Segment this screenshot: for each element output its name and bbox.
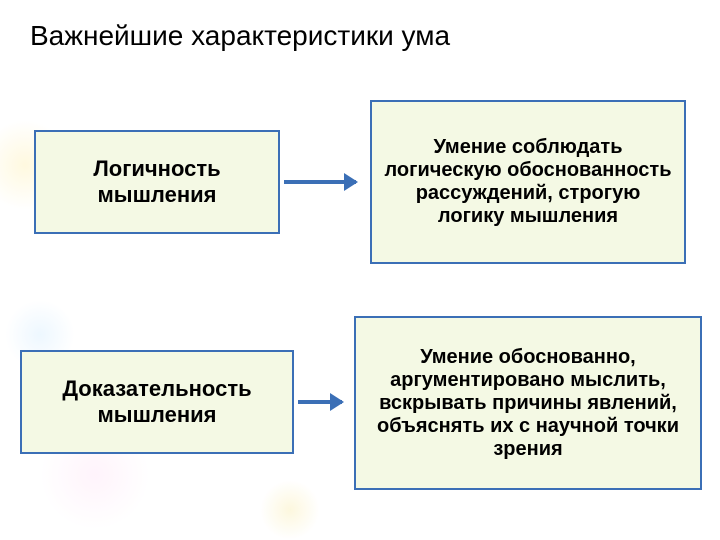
decor-balloon-yellow-2 xyxy=(260,480,320,540)
box-provability-definition: Умение обоснованно, аргументировано мысл… xyxy=(354,316,702,490)
arrow-provability xyxy=(298,400,342,404)
box-provability: Доказательность мышления xyxy=(20,350,294,454)
box-logicality-definition-label: Умение соблюдать логическую обоснованнос… xyxy=(380,136,676,228)
box-provability-label: Доказательность мышления xyxy=(30,376,284,428)
box-logicality: Логичность мышления xyxy=(34,130,280,234)
arrow-logicality xyxy=(284,180,356,184)
box-logicality-definition: Умение соблюдать логическую обоснованнос… xyxy=(370,100,686,264)
page-title: Важнейшие характеристики ума xyxy=(30,20,450,52)
box-provability-definition-label: Умение обоснованно, аргументировано мысл… xyxy=(364,346,692,461)
box-logicality-label: Логичность мышления xyxy=(44,156,270,208)
